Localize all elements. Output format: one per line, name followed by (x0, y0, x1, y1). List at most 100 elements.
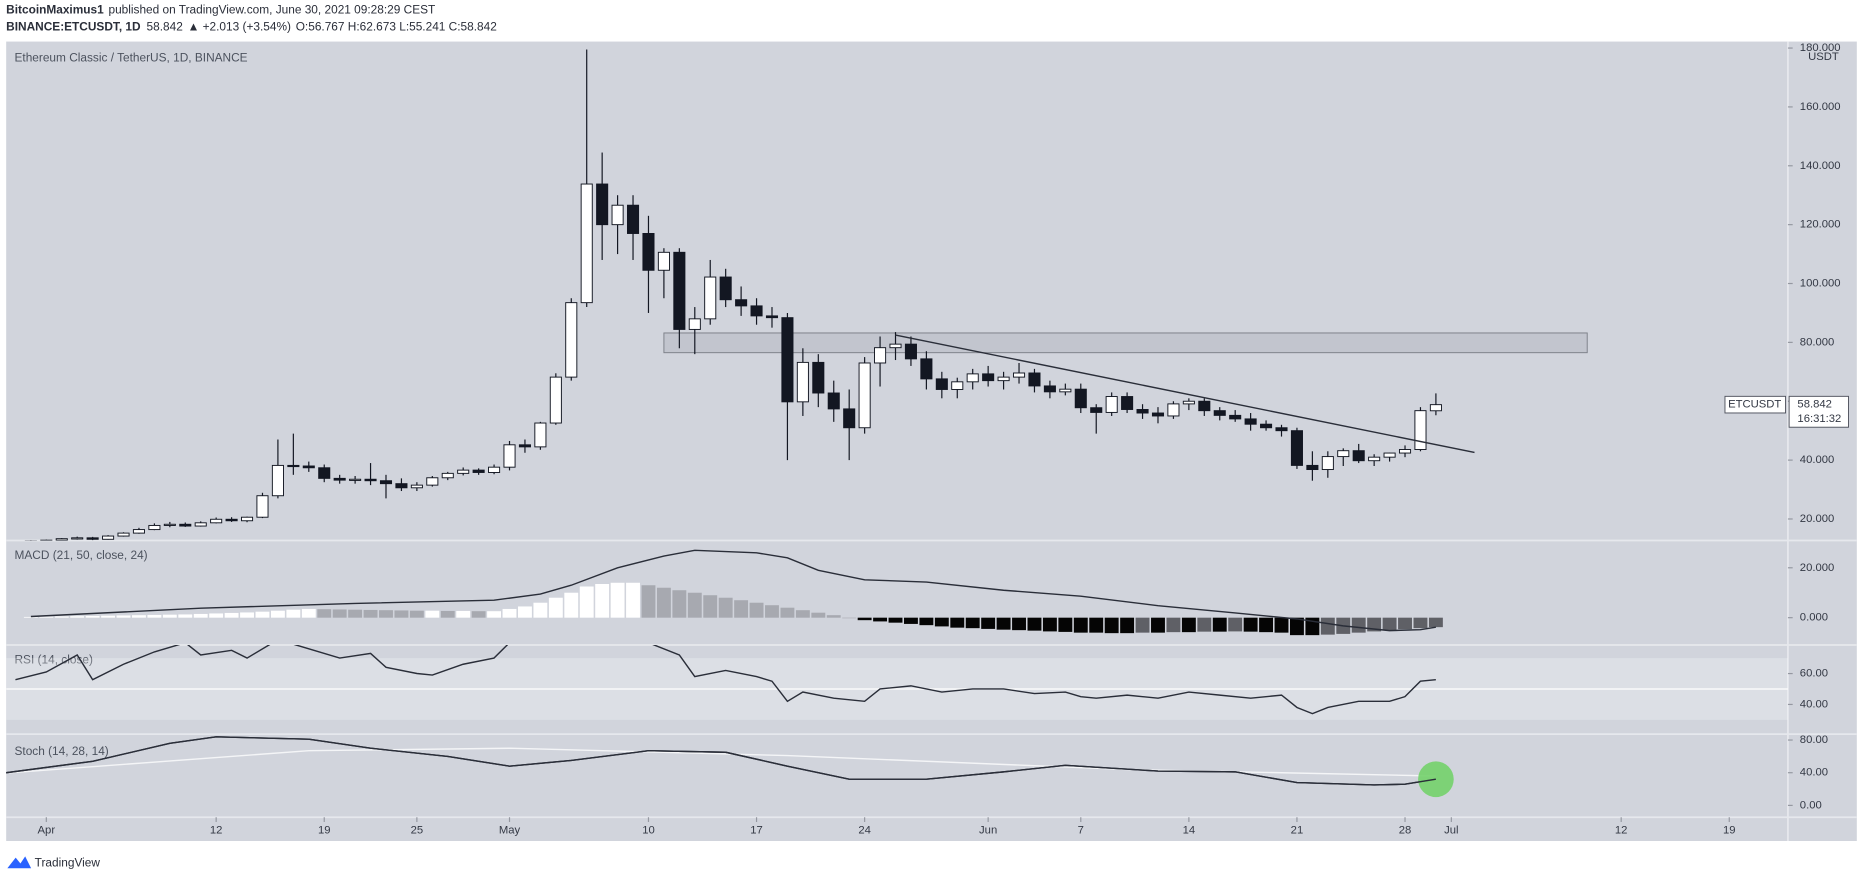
candle-body (86, 537, 99, 540)
candle-body (1275, 427, 1288, 432)
histogram-bar (1382, 617, 1397, 631)
histogram-bar (1042, 617, 1057, 632)
candle-body (1028, 372, 1041, 387)
candle-body (1414, 410, 1427, 450)
histogram-bar (1228, 617, 1243, 632)
histogram-bar (332, 609, 347, 618)
histogram-bar (1259, 617, 1274, 633)
header-line: BitcoinMaximus1 published on TradingView.… (6, 3, 435, 17)
candle-body (271, 464, 284, 497)
histogram-bar (193, 613, 208, 618)
candle-body (457, 469, 470, 474)
candle-body (580, 183, 593, 304)
candle-body (920, 358, 933, 380)
candle-body (997, 376, 1010, 382)
axes: 20.00040.00060.00080.000100.000120.00014… (38, 42, 1849, 836)
candle-body (132, 529, 145, 534)
x-tick-label: 12 (1615, 824, 1628, 836)
histogram-bar (873, 617, 888, 622)
histogram-bar (1367, 617, 1382, 632)
histogram-bar (749, 602, 764, 618)
indicator-line (30, 549, 1436, 632)
candle-body (256, 495, 269, 518)
histogram-bar (147, 614, 162, 618)
candle-body (843, 408, 856, 429)
histogram-bar (687, 592, 702, 618)
histogram-bar (1104, 617, 1119, 634)
histogram-bar (471, 611, 486, 618)
candle-body (796, 361, 809, 403)
candle-body (225, 518, 238, 522)
histogram-bar (394, 610, 409, 618)
histogram-bar (656, 587, 671, 618)
histogram-bar (703, 595, 718, 618)
candle-body (1352, 450, 1365, 462)
histogram-bar (533, 602, 548, 618)
y-tick-label: 60.00 (1800, 668, 1828, 680)
histogram-bar (1212, 617, 1227, 632)
chart-area (6, 41, 1857, 841)
histogram-bar (610, 582, 625, 618)
histogram-bar (934, 617, 949, 627)
candle-body (1105, 396, 1118, 413)
candle-body (55, 538, 68, 541)
candle-body (1059, 388, 1072, 393)
histogram-bar (1135, 617, 1150, 633)
ohlc: O:56.767 H:62.673 L:55.241 C:58.842 (296, 19, 497, 33)
y-tick-label: 80.00 (1800, 734, 1828, 746)
histogram-bar (888, 617, 903, 623)
candle-body (719, 276, 732, 301)
candle-body (379, 480, 393, 485)
histogram-bar (54, 616, 69, 618)
candle-body (1398, 449, 1412, 454)
countdown: 16:31:32 (1797, 413, 1841, 425)
histogram-bar (209, 613, 224, 618)
x-tick-label: 24 (858, 824, 871, 836)
candle-body (210, 518, 223, 524)
histogram-bar (996, 617, 1011, 630)
histogram-bar (1089, 617, 1104, 633)
histogram-bar (425, 610, 440, 618)
x-tick-label: Jun (979, 824, 997, 836)
candle-body (642, 233, 655, 271)
candle-body (1229, 414, 1242, 420)
last-price: 58.842 (147, 19, 183, 33)
x-tick-label: 19 (1723, 824, 1736, 836)
histogram-bar (116, 615, 131, 618)
candle-body (858, 362, 871, 429)
pane-title: MACD (21, 50, close, 24) (14, 548, 147, 562)
candle-body (102, 535, 115, 540)
candle-body (657, 251, 670, 271)
x-tick-label: 28 (1399, 824, 1412, 836)
y-tick-label: 20.000 (1800, 562, 1834, 574)
histogram-bar (1073, 617, 1088, 633)
histogram-bar (255, 611, 270, 618)
pane (24, 49, 1588, 541)
pane-title: Ethereum Classic / TetherUS, 1D, BINANCE (14, 50, 247, 64)
candle-body (812, 361, 825, 394)
y-tick-label: 0.00 (1800, 799, 1822, 811)
histogram-bar (981, 617, 996, 629)
x-tick-label: 19 (318, 824, 331, 836)
candle-body (1090, 407, 1103, 413)
candle-body (889, 343, 902, 349)
candle-body (611, 204, 624, 226)
candle-body (395, 483, 408, 489)
candle-body (441, 472, 454, 479)
histogram-bar (487, 611, 502, 618)
candle-body (163, 523, 176, 526)
candle-body (904, 343, 917, 360)
y-tick-label: 140.000 (1800, 160, 1841, 172)
histogram-bar (1428, 617, 1443, 628)
histogram-bar (626, 582, 640, 618)
candle-body (241, 516, 254, 522)
histogram-bar (518, 606, 532, 618)
footer: TradingView (7, 856, 100, 870)
candle-body (827, 392, 840, 410)
candle-body (765, 315, 779, 319)
candle-body (1182, 400, 1195, 405)
pane (6, 736, 1454, 798)
histogram-bar (965, 617, 980, 629)
header-line: BINANCE:ETCUSDT, 1D 58.842 ▲ +2.013 (+3.54… (6, 19, 497, 33)
y-tick-label: 100.000 (1800, 277, 1841, 289)
